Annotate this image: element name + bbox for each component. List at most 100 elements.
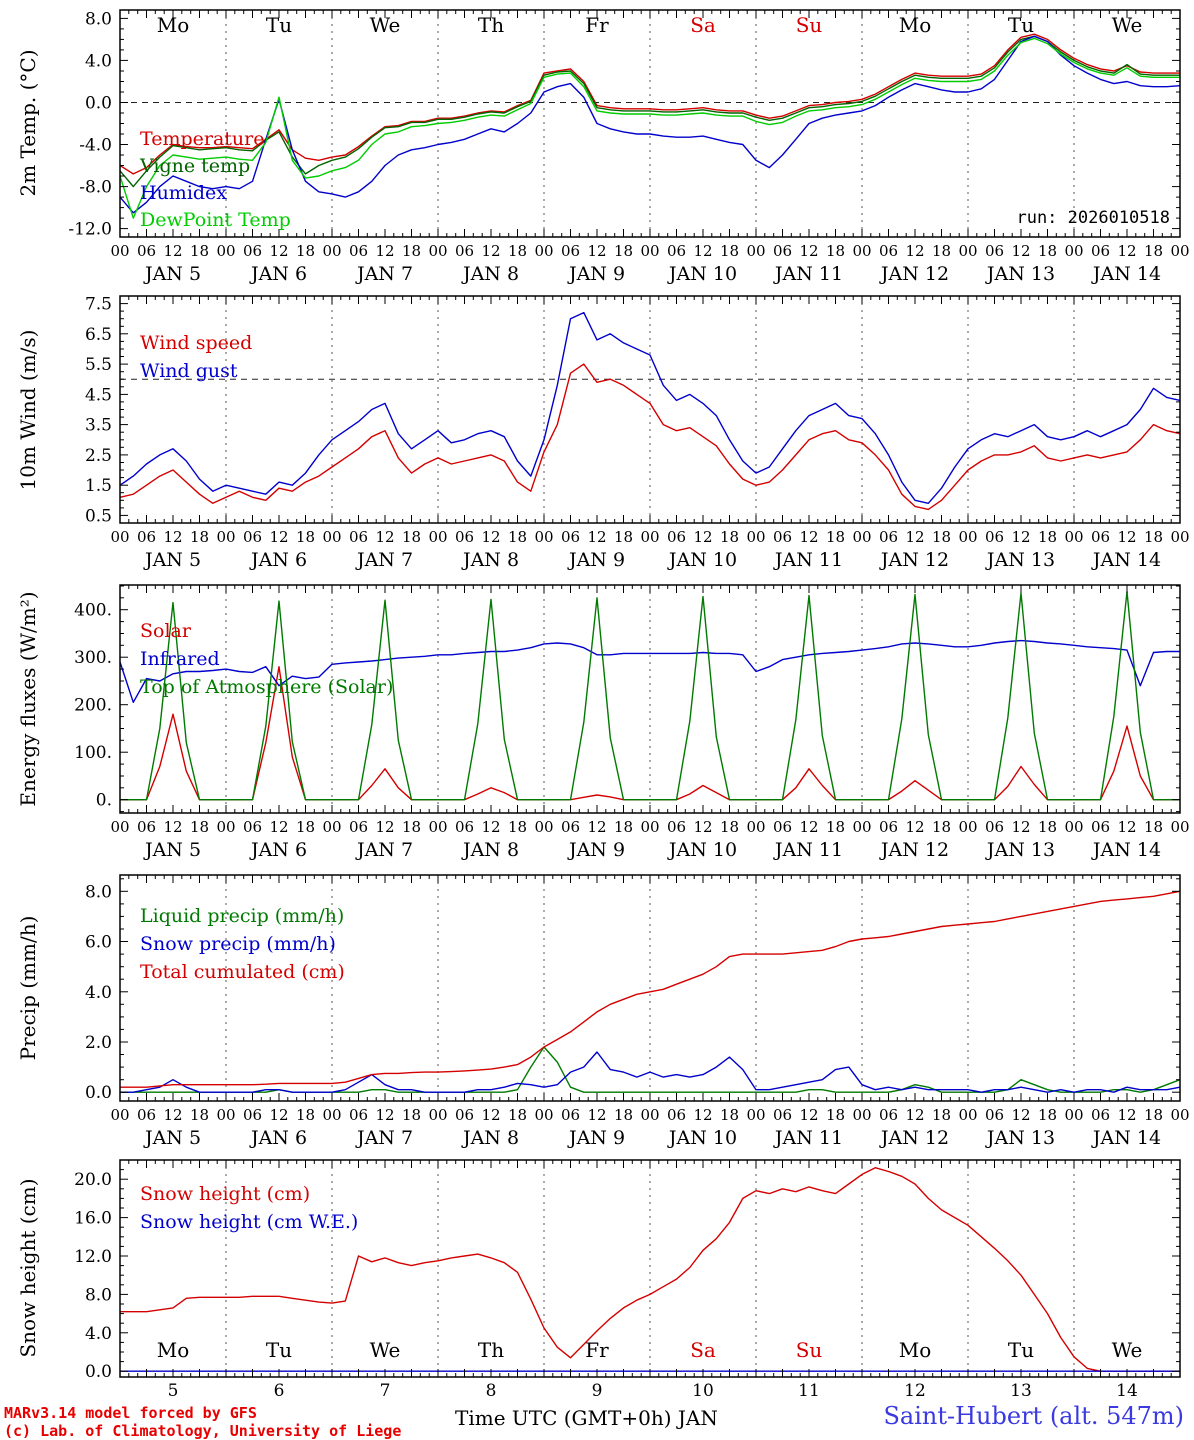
chart-text: 9: [592, 1381, 603, 1401]
chart-text: 14: [1116, 1381, 1138, 1401]
chart-text: JAN 6: [249, 839, 307, 861]
chart-text: Sa: [690, 13, 716, 37]
chart-text: 00: [1170, 242, 1189, 260]
chart-text: 00: [110, 242, 129, 260]
chart-text: 06: [985, 818, 1004, 836]
chart-text: 0.0: [85, 1083, 112, 1103]
chart-text: 12: [481, 818, 500, 836]
y-axis-label-energy: Energy fluxes (W/m²): [16, 591, 40, 807]
chart-text: 00: [1064, 242, 1083, 260]
panel-precip: 00 06 12 18 00 06 12 18 00 06 12 18 00 06 12 18 00 06 12 18…: [85, 874, 1190, 1149]
chart-text: 06: [561, 242, 580, 260]
series-top-of-atmosphere-solar-line: [120, 590, 1180, 801]
chart-text: 06: [349, 242, 368, 260]
chart-text: 06: [1091, 1106, 1110, 1124]
chart-text: JAN 5: [143, 1127, 201, 1149]
chart-text: 12: [904, 1381, 926, 1401]
chart-text: 18: [508, 818, 527, 836]
chart-text: 12: [163, 528, 182, 546]
chart-text: 12: [905, 1106, 924, 1124]
series-snow-height-cm-line: [120, 1167, 1180, 1372]
chart-text: Mo: [899, 13, 932, 37]
chart-text: JAN 9: [567, 839, 625, 861]
chart-text: We: [370, 13, 401, 37]
chart-text: 300.: [74, 648, 112, 668]
chart-text: 18: [402, 242, 421, 260]
chart-text: 8: [486, 1381, 497, 1401]
legend-solar: Solar: [140, 620, 191, 642]
chart-text: 06: [455, 528, 474, 546]
chart-text: 06: [243, 528, 262, 546]
chart-text: 18: [1144, 528, 1163, 546]
chart-text: 06: [561, 1106, 580, 1124]
chart-text: 18: [720, 242, 739, 260]
chart-text: 18: [720, 528, 739, 546]
chart-text: 10: [692, 1381, 714, 1401]
chart-text: 18: [932, 1106, 951, 1124]
chart-text: 18: [1038, 242, 1057, 260]
chart-text: 18: [826, 1106, 845, 1124]
chart-text: 06: [137, 818, 156, 836]
chart-text: 00: [852, 818, 871, 836]
chart-text: 12: [375, 242, 394, 260]
panel-wind: 00 06 12 18 00 06 12 18 00 06 12 18 00 06 12 18 00 06 12 18…: [85, 295, 1190, 571]
legend-snow-height-we: Snow height (cm W.E.): [140, 1211, 359, 1233]
chart-text: 06: [879, 242, 898, 260]
chart-text: 12: [1117, 242, 1136, 260]
chart-text: JAN 6: [249, 1127, 307, 1149]
chart-text: JAN 6: [249, 263, 307, 285]
chart-text: JAN 13: [985, 839, 1055, 861]
panel-temperature: 00 06 12 18 00 06 12 18 00 06 12 18 00 06 12 18 00 06 12 18…: [68, 9, 1190, 285]
chart-text: 0.0: [85, 1362, 112, 1382]
chart-text: Mo: [157, 1338, 190, 1362]
chart-text: 6.0: [85, 933, 112, 953]
chart-text: 06: [561, 818, 580, 836]
chart-text: 18: [296, 1106, 315, 1124]
chart-text: 00: [958, 242, 977, 260]
chart-text: 06: [879, 818, 898, 836]
chart-text: Mo: [157, 13, 190, 37]
chart-text: 12: [1011, 528, 1030, 546]
chart-text: 00: [1170, 1106, 1189, 1124]
chart-text: 12: [481, 1106, 500, 1124]
chart-text: 06: [561, 528, 580, 546]
chart-text: 18: [932, 818, 951, 836]
chart-text: 06: [985, 242, 1004, 260]
chart-text: JAN 10: [667, 549, 737, 571]
chart-text: 06: [879, 528, 898, 546]
chart-text: 00: [852, 528, 871, 546]
chart-text: JAN 12: [879, 549, 949, 571]
chart-text: 18: [720, 1106, 739, 1124]
chart-text: 12: [1117, 528, 1136, 546]
chart-text: 06: [985, 1106, 1004, 1124]
chart-text: 8.0: [85, 1285, 112, 1305]
chart-text: 00: [216, 1106, 235, 1124]
chart-text: 00: [746, 528, 765, 546]
chart-text: 7.5: [85, 295, 112, 315]
chart-text: JAN 14: [1091, 549, 1161, 571]
chart-text: 18: [614, 528, 633, 546]
series-wind-speed-line: [119, 363, 1181, 511]
chart-text: JAN 5: [143, 549, 201, 571]
panel-snow-height: 20.0 16.0 12.0 8.0 4.0 0.0 5 Mo 6 Tu 7 We 8 Th 9 Fr 10 Sa…: [74, 1159, 1181, 1401]
chart-text: 00: [746, 242, 765, 260]
chart-text: JAN 13: [985, 263, 1055, 285]
series-snow-precip-mm-h-line: [120, 1051, 1181, 1093]
chart-text: 2.5: [85, 446, 112, 466]
chart-text: 12: [375, 1106, 394, 1124]
chart-text: 06: [667, 1106, 686, 1124]
chart-text: JAN 10: [667, 839, 737, 861]
chart-text: 00: [640, 818, 659, 836]
chart-text: 1.5: [85, 476, 112, 496]
chart-text: 6: [274, 1381, 285, 1401]
chart-text: JAN 8: [461, 1127, 519, 1149]
chart-text: JAN 11: [773, 263, 843, 285]
chart-text: -12.0: [68, 220, 112, 240]
chart-text: 06: [243, 242, 262, 260]
chart-text: 12: [799, 818, 818, 836]
x-axis-title: Time UTC (GMT+0h) JAN: [455, 1406, 718, 1430]
chart-text: 12: [269, 818, 288, 836]
chart-text: 00: [1170, 528, 1189, 546]
chart-text: 18: [614, 1106, 633, 1124]
chart-text: 00: [1064, 528, 1083, 546]
